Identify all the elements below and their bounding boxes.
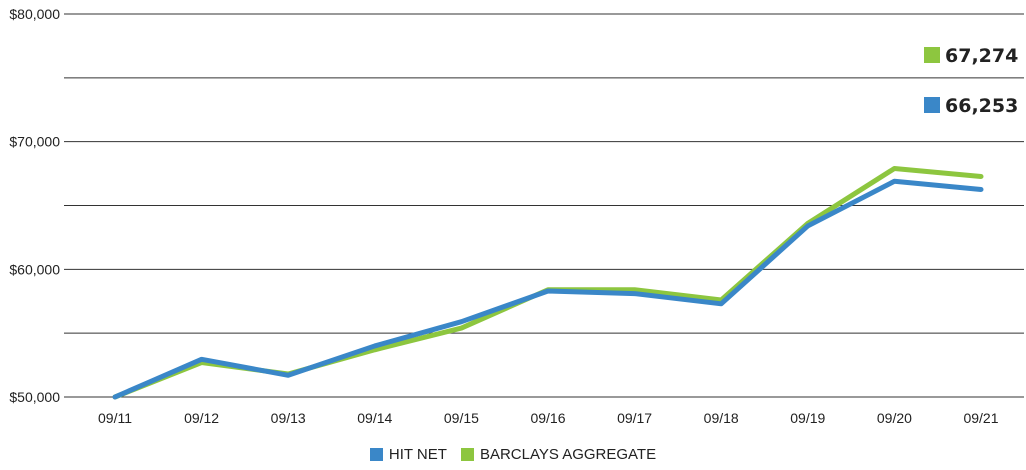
end-swatch-barclays-aggregate (924, 47, 940, 63)
x-tick-label: 09/20 (877, 410, 912, 426)
legend-item-hit-net: HIT NET (369, 446, 447, 463)
gridlines (64, 13, 1024, 398)
end-value-barclays-aggregate: 67,274 (945, 45, 1018, 67)
series-line-hit-net (112, 178, 984, 400)
x-tick-label: 09/16 (530, 410, 565, 426)
y-axis-ticks: $50,000 $60,000 $70,000 $80,000 (9, 6, 60, 405)
x-tick-label: 09/17 (617, 410, 652, 426)
series-lines (112, 165, 984, 400)
end-swatch-hit-net (924, 97, 940, 113)
x-tick-label: 09/14 (357, 410, 392, 426)
y-tick-label: $60,000 (9, 261, 60, 277)
x-tick-label: 09/15 (444, 410, 479, 426)
legend-item-barclays-aggregate: BARCLAYS AGGREGATE (460, 446, 657, 463)
legend-label-hit-net: HIT NET (388, 446, 447, 463)
legend: HIT NET BARCLAYS AGGREGATE (0, 446, 1026, 463)
x-tick-label: 09/19 (790, 410, 825, 426)
y-tick-label: $70,000 (9, 134, 60, 150)
end-value-labels: 67,274 66,253 (924, 45, 1018, 117)
x-tick-label: 09/21 (963, 410, 998, 426)
x-tick-label: 09/11 (98, 410, 132, 426)
x-tick-label: 09/13 (271, 410, 306, 426)
legend-swatch-hit-net (369, 448, 383, 461)
y-tick-label: $50,000 (9, 389, 60, 405)
x-axis-ticks: 09/11 09/12 09/13 09/14 09/15 09/16 09/17 09/18… (98, 410, 999, 426)
y-tick-label: $80,000 (9, 6, 60, 22)
legend-swatch-barclays-aggregate (460, 448, 474, 461)
end-value-hit-net: 66,253 (945, 95, 1018, 117)
x-tick-label: 09/18 (704, 410, 739, 426)
x-tick-label: 09/12 (184, 410, 219, 426)
legend-label-barclays-aggregate: BARCLAYS AGGREGATE (479, 446, 657, 463)
